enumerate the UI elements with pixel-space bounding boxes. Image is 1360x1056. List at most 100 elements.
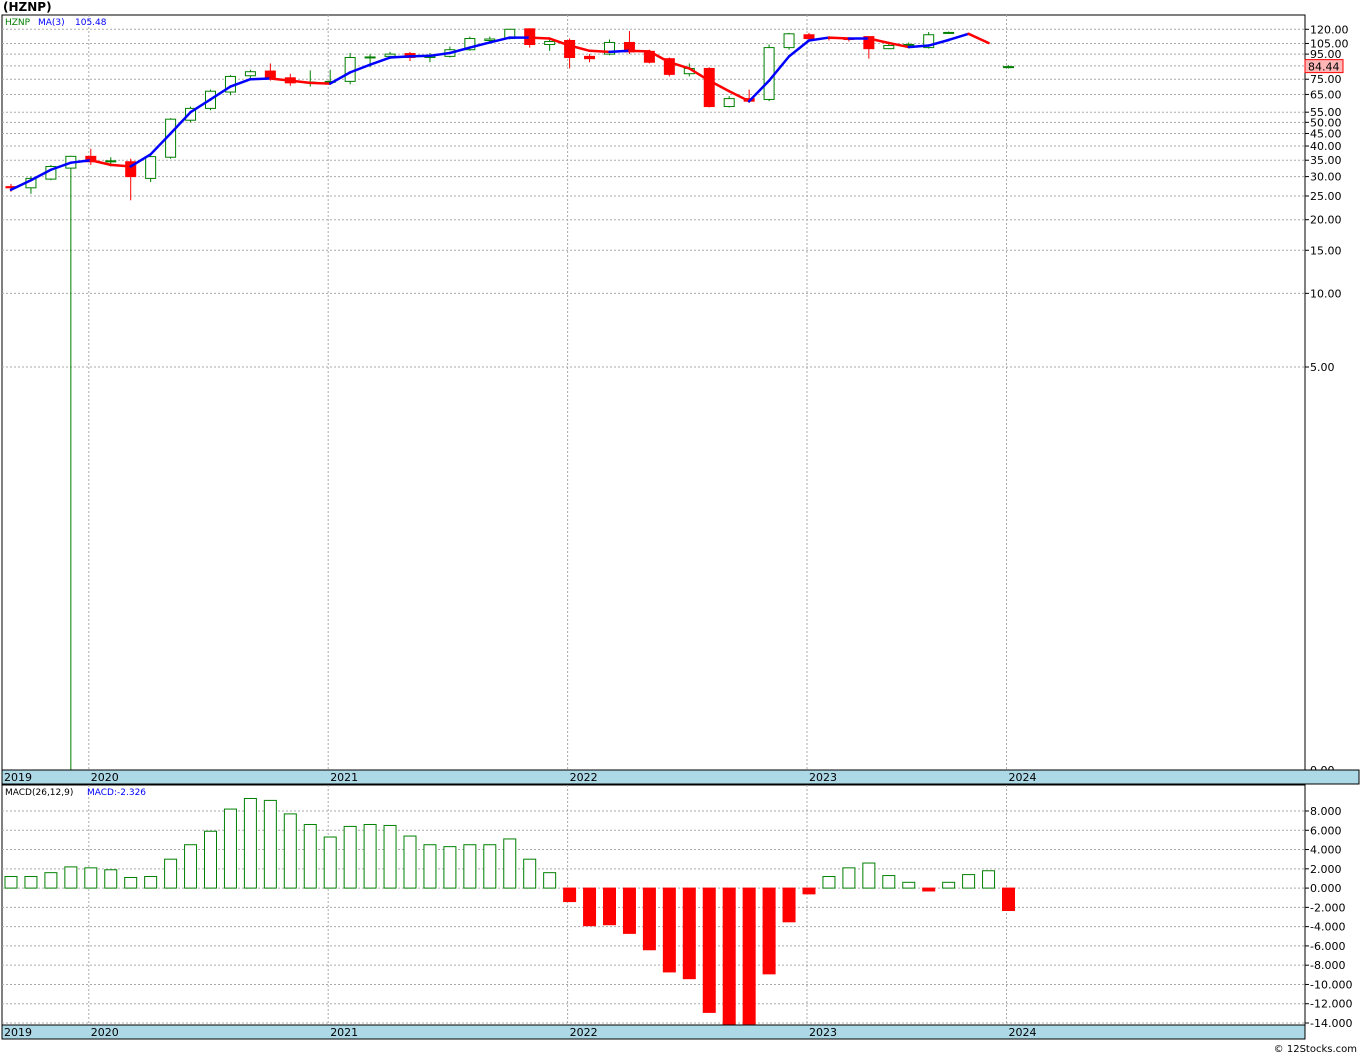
candle-body — [264, 70, 276, 79]
macd-bar — [64, 866, 78, 889]
price-panel: 120.00105.0095.0085.0075.0065.0055.0050.… — [1, 14, 1349, 777]
ma-segment — [488, 36, 511, 44]
candle-body — [763, 47, 775, 100]
ma-segment — [648, 50, 671, 64]
year-label: 2019 — [4, 1026, 32, 1039]
candle-body — [145, 156, 157, 179]
macd-bar — [782, 887, 796, 923]
macd-bar — [204, 830, 217, 889]
macd-bar — [1002, 887, 1015, 912]
ma-segment — [49, 161, 73, 171]
ma-segment — [967, 32, 990, 45]
macd-tick-label: -12.000 — [1310, 998, 1352, 1011]
macd-tick-label: -6.000 — [1310, 940, 1345, 953]
ma-segment — [368, 56, 392, 66]
candle-body — [604, 41, 615, 55]
ma-segment — [289, 79, 312, 85]
price-y-axis: 120.00105.0095.0085.0075.0065.0055.0050.… — [1305, 23, 1349, 777]
ma-segment — [867, 37, 891, 45]
macd-bar — [303, 823, 317, 889]
ma-segment — [169, 110, 192, 135]
macd-legend-label: MACD(26,12,9) — [5, 788, 73, 798]
macd-bar — [583, 887, 597, 927]
moving-average-line — [9, 32, 990, 192]
ma-segment — [468, 41, 492, 49]
candles — [5, 28, 1014, 770]
ma-segment — [29, 168, 53, 182]
macd-bar — [802, 887, 816, 895]
ma-segment — [89, 158, 112, 167]
price-tick-label: 75.00 — [1310, 73, 1342, 86]
ma-segment — [69, 158, 93, 164]
candle-body — [384, 53, 396, 57]
ma-segment — [548, 37, 571, 47]
candle-body — [663, 58, 675, 75]
candle-body — [703, 67, 715, 108]
macd-bar — [702, 887, 716, 1013]
ma-segment — [568, 44, 591, 53]
candle-body — [723, 98, 735, 108]
year-label: 2021 — [330, 771, 358, 784]
ma-segment — [269, 77, 292, 82]
macd-tick-label: -4.000 — [1310, 921, 1345, 934]
macd-bar — [543, 872, 557, 889]
macd-bar — [4, 876, 18, 889]
price-tick-label: 55.00 — [1310, 106, 1342, 119]
macd-bar — [662, 887, 676, 973]
macd-tick-label: -2.000 — [1310, 901, 1345, 914]
price-tick-label: 25.00 — [1310, 190, 1342, 203]
macd-bar — [164, 858, 178, 889]
macd-bar — [722, 887, 736, 1026]
macd-tick-label: 8.000 — [1310, 805, 1342, 818]
price-tick-label: 105.00 — [1310, 37, 1349, 50]
price-plot-frame — [1, 14, 1306, 771]
legend-ma-label: MA(3) — [38, 18, 65, 28]
macd-bar — [942, 881, 956, 889]
macd-bar — [503, 838, 517, 889]
price-tick-label: 50.00 — [1310, 116, 1342, 129]
ma-segment — [608, 49, 631, 54]
ma-segment — [688, 67, 711, 82]
price-tick-label: 20.00 — [1310, 214, 1342, 227]
ma-segment — [309, 81, 332, 85]
year-label: 2020 — [91, 1026, 119, 1039]
ma-segment — [448, 46, 472, 55]
price-x-axis: 2019 2020 2021 2022 2023 2024 — [1, 769, 1360, 785]
ma-segment — [189, 98, 212, 114]
price-tick-label: 95.00 — [1310, 48, 1342, 61]
macd-bar — [403, 835, 417, 889]
footer-credit: © 12Stocks.com — [1274, 1044, 1357, 1055]
ma-segment — [209, 85, 232, 101]
price-tick-label: 5.00 — [1310, 361, 1335, 374]
ma-segment — [947, 32, 970, 42]
ma-segment — [109, 163, 132, 168]
macd-bar — [603, 887, 616, 926]
macd-bar — [44, 872, 58, 889]
ma-segment — [907, 44, 930, 49]
year-label: 2023 — [809, 1026, 837, 1039]
macd-panel: 8.000 6.000 4.000 2.000 0.000 -2.000 -4.000 -6.… — [1, 784, 1352, 1030]
macd-tick-label: -8.000 — [1310, 959, 1345, 972]
price-x-axis-band — [1, 769, 1360, 785]
macd-bar — [483, 844, 497, 889]
last-price-value: 84.44 — [1308, 61, 1340, 74]
chart-title: (HZNP) — [3, 0, 52, 14]
ma-segment — [887, 41, 910, 49]
ma-segment — [588, 49, 611, 54]
ma-segment — [348, 63, 372, 74]
price-tick-label: 65.00 — [1310, 88, 1342, 101]
ma-segment — [767, 55, 791, 82]
price-year-labels: 2019 2020 2021 2022 2023 2024 — [4, 771, 1037, 784]
macd-bar — [24, 876, 38, 889]
macd-bar — [842, 867, 856, 889]
ma-segment — [927, 38, 950, 47]
macd-bar — [124, 876, 138, 889]
ma-segment — [9, 178, 33, 192]
candle-body — [1003, 66, 1014, 69]
macd-bar — [243, 797, 257, 889]
macd-bar — [822, 876, 836, 889]
macd-tick-label: -10.000 — [1310, 978, 1352, 991]
candle-body — [564, 39, 576, 59]
legend-ma-value: 105.48 — [75, 18, 107, 28]
ma-segment — [668, 60, 691, 70]
